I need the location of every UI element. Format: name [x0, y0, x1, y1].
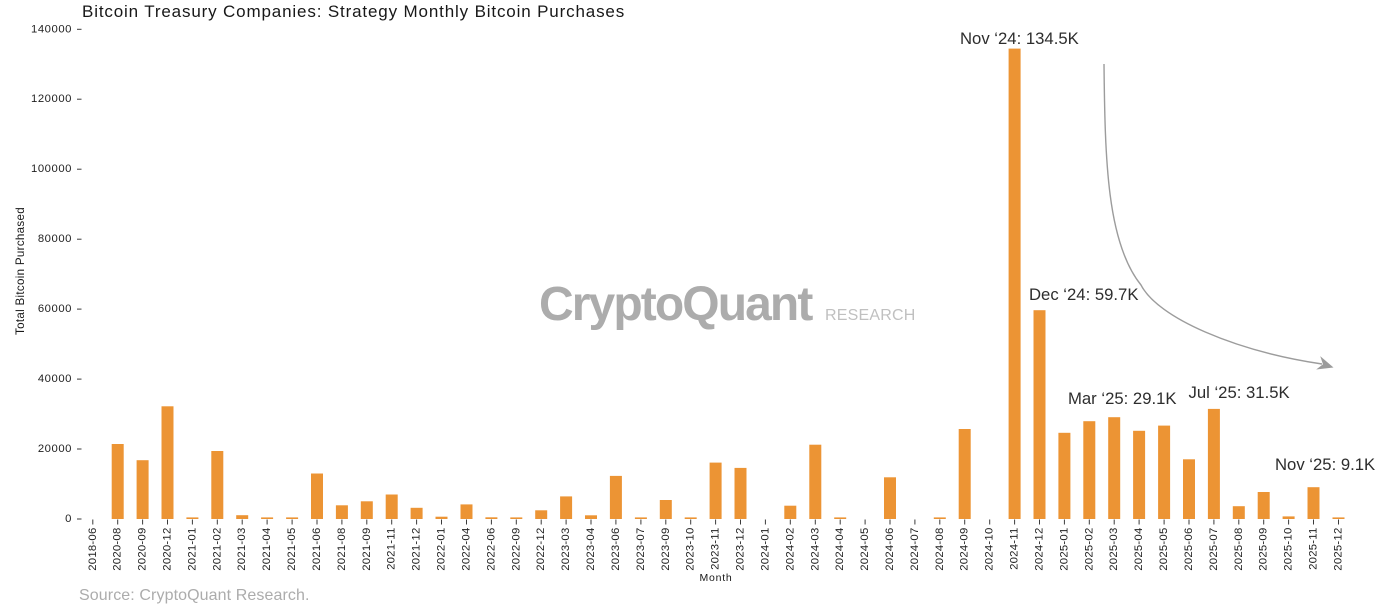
svg-text:2020-08: 2020-08	[112, 528, 124, 571]
svg-text:2025-08: 2025-08	[1233, 528, 1245, 571]
svg-text:2024-04: 2024-04	[834, 528, 846, 571]
svg-text:2022-09: 2022-09	[510, 528, 522, 571]
svg-text:20000: 20000	[38, 443, 72, 455]
svg-text:2023-12: 2023-12	[735, 528, 747, 571]
svg-text:2021-03: 2021-03	[236, 528, 248, 571]
svg-text:2021-11: 2021-11	[386, 528, 398, 570]
svg-text:Bitcoin Treasury Companies: St: Bitcoin Treasury Companies: Strategy Mon…	[82, 2, 625, 21]
svg-text:120000: 120000	[31, 93, 72, 105]
svg-text:2025-10: 2025-10	[1283, 528, 1295, 571]
svg-text:2025-04: 2025-04	[1133, 528, 1145, 571]
svg-text:2024-09: 2024-09	[959, 528, 971, 571]
svg-text:2022-04: 2022-04	[461, 528, 473, 571]
svg-text:2025-11: 2025-11	[1308, 528, 1320, 570]
svg-text:Dec ‘24: 59.7K: Dec ‘24: 59.7K	[1029, 285, 1138, 304]
svg-text:2024-08: 2024-08	[934, 528, 946, 571]
svg-text:40000: 40000	[38, 373, 72, 385]
svg-text:2024-01: 2024-01	[759, 528, 771, 571]
svg-text:2022-12: 2022-12	[535, 528, 547, 571]
svg-text:140000: 140000	[31, 23, 72, 35]
svg-text:2023-03: 2023-03	[560, 528, 572, 571]
svg-text:2021-02: 2021-02	[211, 528, 223, 571]
svg-text:2021-04: 2021-04	[261, 528, 273, 571]
svg-text:2025-03: 2025-03	[1108, 528, 1120, 571]
svg-text:2021-09: 2021-09	[361, 528, 373, 571]
svg-text:2018-06: 2018-06	[87, 528, 99, 571]
svg-text:Jul ‘25: 31.5K: Jul ‘25: 31.5K	[1189, 383, 1290, 402]
svg-text:2020-09: 2020-09	[137, 528, 149, 571]
svg-text:2023-07: 2023-07	[635, 528, 647, 571]
svg-text:0: 0	[65, 513, 72, 525]
svg-text:2025-06: 2025-06	[1183, 528, 1195, 571]
svg-text:2025-09: 2025-09	[1258, 528, 1270, 571]
svg-text:2022-01: 2022-01	[436, 528, 448, 571]
svg-text:2023-06: 2023-06	[610, 528, 622, 571]
svg-text:2021-06: 2021-06	[311, 528, 323, 571]
svg-text:2024-07: 2024-07	[909, 528, 921, 571]
svg-text:2024-02: 2024-02	[784, 528, 796, 571]
svg-text:2023-10: 2023-10	[685, 528, 697, 571]
svg-text:Total Bitcoin Purchased: Total Bitcoin Purchased	[14, 207, 27, 335]
svg-text:2024-05: 2024-05	[859, 528, 871, 571]
svg-text:2025-12: 2025-12	[1333, 528, 1345, 571]
svg-text:2021-01: 2021-01	[186, 528, 198, 571]
svg-text:Month: Month	[700, 572, 733, 584]
svg-text:2023-09: 2023-09	[660, 528, 672, 571]
svg-text:2024-11: 2024-11	[1009, 528, 1021, 570]
svg-text:Mar ‘25: 29.1K: Mar ‘25: 29.1K	[1068, 389, 1177, 408]
svg-text:RESEARCH: RESEARCH	[825, 307, 916, 324]
svg-text:Nov ‘24: 134.5K: Nov ‘24: 134.5K	[960, 29, 1079, 48]
svg-text:2023-04: 2023-04	[585, 528, 597, 571]
svg-text:CryptoQuant: CryptoQuant	[539, 278, 813, 331]
svg-text:80000: 80000	[38, 233, 72, 245]
svg-text:2022-06: 2022-06	[485, 528, 497, 571]
svg-text:2025-01: 2025-01	[1058, 528, 1070, 571]
svg-text:2025-02: 2025-02	[1083, 528, 1095, 571]
svg-text:60000: 60000	[38, 303, 72, 315]
svg-text:2025-07: 2025-07	[1208, 528, 1220, 571]
svg-text:2021-08: 2021-08	[336, 528, 348, 571]
svg-text:2020-12: 2020-12	[162, 528, 174, 571]
svg-text:2021-12: 2021-12	[411, 528, 423, 571]
svg-text:100000: 100000	[31, 163, 72, 175]
svg-text:2023-11: 2023-11	[710, 528, 722, 570]
svg-text:2024-06: 2024-06	[884, 528, 896, 571]
svg-text:Source: CryptoQuant Research.: Source: CryptoQuant Research.	[79, 587, 310, 604]
svg-text:Nov ‘25: 9.1K: Nov ‘25: 9.1K	[1275, 455, 1375, 474]
svg-text:2025-05: 2025-05	[1158, 528, 1170, 571]
svg-text:2024-10: 2024-10	[984, 527, 996, 570]
svg-text:2024-12: 2024-12	[1034, 528, 1046, 571]
svg-text:2024-03: 2024-03	[809, 528, 821, 571]
svg-text:2021-05: 2021-05	[286, 528, 298, 571]
